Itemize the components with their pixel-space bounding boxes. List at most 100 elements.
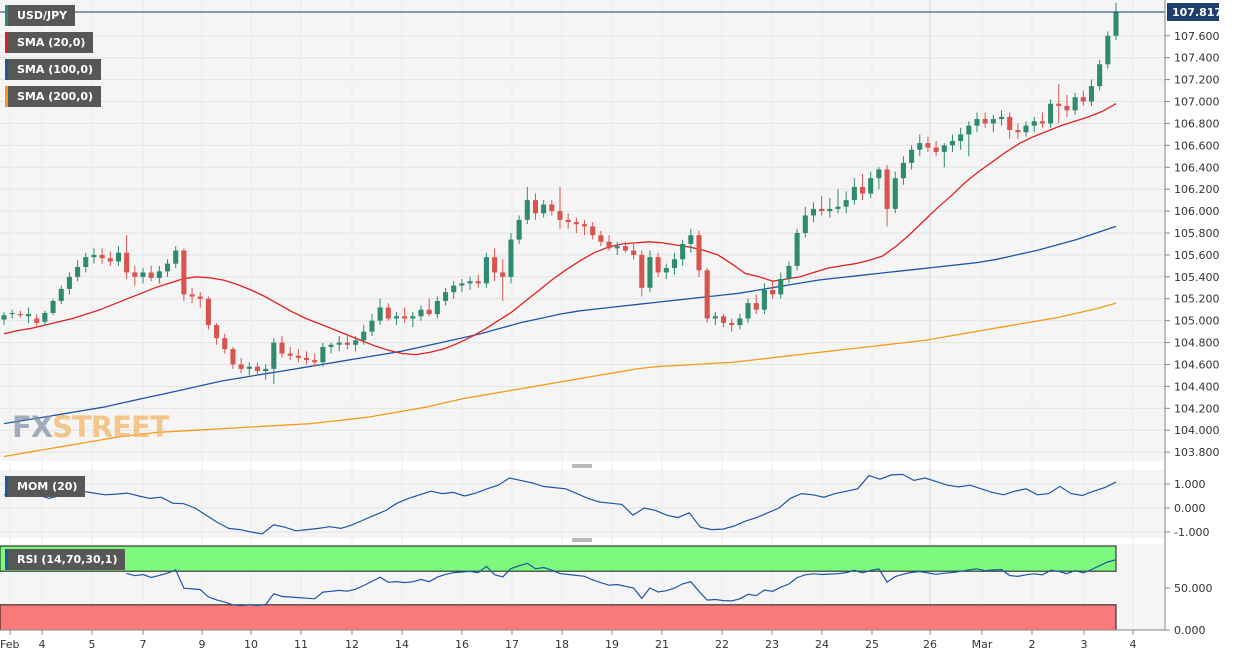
sma200-swatch <box>5 86 8 107</box>
candle-body <box>475 281 481 284</box>
candle-body <box>557 211 563 220</box>
candle-body <box>1023 125 1029 133</box>
rsi-overbought-zone <box>0 545 1117 572</box>
legend-sma20[interactable]: SMA (20,0) <box>5 32 94 53</box>
date-tick-label: 18 <box>555 638 569 651</box>
candle-body <box>197 296 203 299</box>
date-tick-label: 9 <box>199 638 206 651</box>
candle-body <box>1113 12 1119 36</box>
candle-body <box>998 116 1005 120</box>
price-tick-label: 105.800 <box>1174 227 1220 240</box>
date-tick-label: 11 <box>294 638 308 651</box>
candle-body <box>173 250 179 264</box>
candle-body <box>246 366 252 369</box>
candle-body <box>91 254 97 258</box>
price-tick-label: 103.800 <box>1174 446 1220 459</box>
sma100-line <box>3 225 1117 425</box>
candle-body <box>1015 130 1021 133</box>
price-tick-label: 106.400 <box>1174 161 1220 174</box>
candle-body <box>66 276 72 289</box>
rsi-line <box>126 559 1117 607</box>
candle-body <box>492 257 498 273</box>
candle-body <box>58 288 64 301</box>
candle-body <box>516 219 522 240</box>
candle-body <box>549 204 555 212</box>
candle-body <box>810 208 817 216</box>
candle-body <box>1064 105 1070 111</box>
candle-body <box>1056 103 1062 106</box>
candle-body <box>132 272 138 277</box>
legend-mom[interactable]: MOM (20) <box>5 476 86 497</box>
date-tick-label: 5 <box>89 638 96 651</box>
candle-body <box>189 294 195 297</box>
candle-body <box>353 340 359 345</box>
candle-body <box>25 314 32 317</box>
candle-body <box>524 200 530 220</box>
price-tick-label: 105.600 <box>1174 249 1220 262</box>
date-tick-label: 17 <box>505 638 519 651</box>
legend-sma100[interactable]: SMA (100,0) <box>5 59 102 80</box>
legend-sma200[interactable]: SMA (200,0) <box>5 86 102 107</box>
date-tick-label: 14 <box>395 638 409 651</box>
candle-body <box>598 235 604 242</box>
candle-body <box>42 312 48 322</box>
sma200-line <box>3 302 1117 458</box>
candle-body <box>402 316 408 319</box>
date-tick-label: 21 <box>655 638 669 651</box>
candle-body <box>1080 97 1086 102</box>
candle-body <box>966 125 972 135</box>
legend-rsi[interactable]: RSI (14,70,30,1) <box>5 549 126 570</box>
candle-body <box>720 316 727 323</box>
candle-body <box>819 208 825 212</box>
date-tick-label: 2 <box>1029 638 1036 651</box>
candle-body <box>295 355 301 358</box>
candle-body <box>843 200 849 207</box>
candle-body <box>982 119 988 124</box>
candle-body <box>770 289 776 295</box>
candle-body <box>34 318 40 323</box>
candle-body <box>1 315 7 320</box>
candle-body <box>361 331 367 341</box>
candle-body <box>508 239 514 277</box>
price-tick-label: 105.200 <box>1174 293 1220 306</box>
sma100-swatch <box>5 59 8 80</box>
candle-body <box>680 243 686 260</box>
legend-symbol[interactable]: USD/JPY <box>5 5 76 26</box>
candle-body <box>565 219 571 223</box>
fxstreet-watermark: FXSTREET <box>12 410 170 444</box>
date-tick-label: 22 <box>715 638 729 651</box>
main-panel <box>0 0 1165 461</box>
candle-body <box>786 265 792 280</box>
pane-splitter[interactable] <box>572 464 592 468</box>
candle-body <box>704 270 710 319</box>
candle-body <box>320 346 326 363</box>
date-tick-label: 4 <box>1130 638 1137 651</box>
candle-body <box>990 119 996 124</box>
candle-body <box>827 208 833 212</box>
candle-body <box>483 257 489 284</box>
date-tick-label: Feb <box>0 638 19 651</box>
brand-fx: FX <box>12 410 53 444</box>
candle-body <box>263 368 269 372</box>
price-tick-label: 104.200 <box>1174 402 1220 415</box>
legend-rsi-label: RSI (14,70,30,1) <box>17 553 118 566</box>
candle-body <box>1072 97 1078 111</box>
mom-panel <box>0 470 1165 538</box>
pane-splitter[interactable] <box>572 538 592 542</box>
date-tick-label: 3 <box>1081 638 1088 651</box>
date-tick-label: 12 <box>345 638 359 651</box>
candle-body <box>9 312 15 315</box>
candle-body <box>631 250 637 255</box>
price-axis: 107.600 107.400 107.200 107.000 106.800 106.6… <box>1165 30 1220 459</box>
candle-body <box>729 322 735 326</box>
candle-body <box>1031 121 1037 126</box>
mom-tick-label: -1.000 <box>1174 526 1209 539</box>
legend-sma200-label: SMA (200,0) <box>17 90 94 103</box>
candle-body <box>83 257 89 267</box>
legend-sma100-label: SMA (100,0) <box>17 63 94 76</box>
candle-body <box>148 272 154 278</box>
candle-body <box>238 364 244 369</box>
rsi-tick-label: 0.000 <box>1174 624 1206 637</box>
